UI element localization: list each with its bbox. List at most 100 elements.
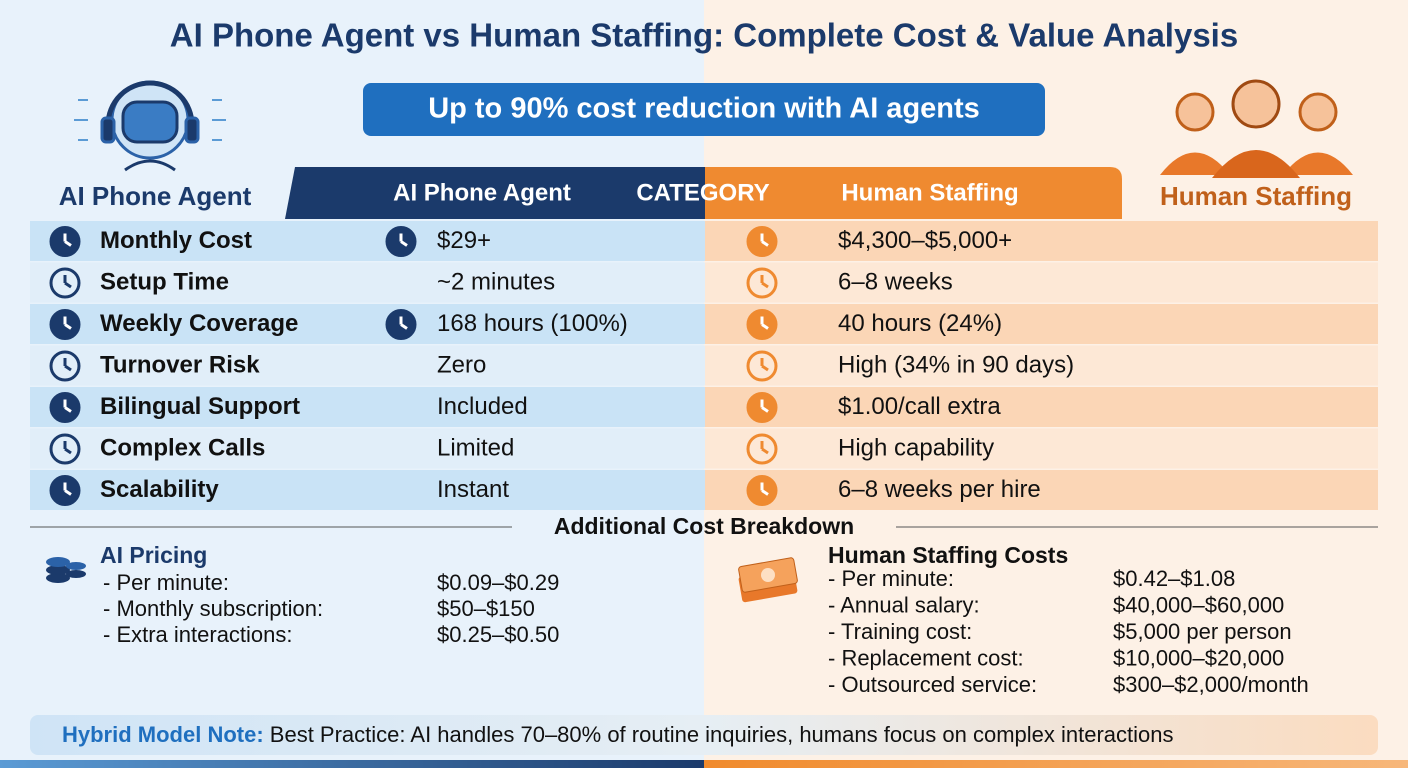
human-item-value: $5,000 per person (1113, 619, 1292, 644)
icon-stroke (64, 364, 72, 372)
icon-stroke (761, 281, 769, 289)
row-bg-ai (30, 428, 705, 469)
table-rows: Monthly Cost $29+ $4,300–$5,000+ Setup Time… (30, 221, 1378, 510)
column-header: AI Phone Agent (393, 179, 571, 206)
row-bg-ai (30, 387, 705, 427)
row-bg-human (705, 428, 1378, 469)
row-category: Bilingual Support (100, 393, 300, 420)
row-icon (49, 309, 81, 340)
icon-stroke (64, 489, 72, 496)
icon-stroke (761, 489, 769, 496)
human-item-label: - Replacement cost: (828, 645, 1024, 670)
row-bg-ai (30, 345, 705, 386)
header-right (705, 167, 1122, 219)
icon-circle (746, 267, 778, 299)
icon-stroke (64, 240, 72, 247)
row-bg-ai (30, 262, 705, 303)
human-item-value: $300–$2,000/month (1113, 672, 1309, 697)
icon-stroke (761, 406, 769, 413)
row-icon (49, 226, 81, 257)
human-item-value: $40,000–$60,000 (1113, 592, 1284, 617)
row-human-value: High (34% in 90 days) (838, 351, 1074, 378)
row-human-value: $4,300–$5,000+ (838, 227, 1012, 254)
ai-item-value: $0.09–$0.29 (437, 570, 559, 595)
row-category: Setup Time (100, 268, 229, 295)
column-header: Human Staffing (841, 179, 1018, 206)
banner: Up to 90% cost reduction with AI agents (428, 93, 980, 125)
ai-item-label: - Monthly subscription: (103, 596, 323, 621)
row-ai-value: $29+ (437, 227, 491, 254)
row-category: Monthly Cost (100, 227, 252, 254)
row-category: Scalability (100, 476, 219, 503)
row-human-value: 40 hours (24%) (838, 310, 1002, 337)
icon-circle (49, 267, 81, 299)
icon-stroke (64, 281, 72, 289)
icon-circle (49, 433, 81, 465)
human-item-label: - Training cost: (828, 619, 972, 644)
icon-stroke (761, 364, 769, 372)
ai-item-label: - Extra interactions: (103, 622, 293, 647)
header-left (285, 167, 705, 219)
row-ai-value: Instant (437, 476, 509, 503)
note-text: Best Practice: AI handles 70–80% of rout… (264, 722, 1174, 747)
row-icon (746, 226, 778, 257)
icon-stroke (761, 240, 769, 247)
row-bg-human (705, 262, 1378, 303)
breakdown-title: Additional Cost Breakdown (554, 513, 854, 539)
row-human-value: 6–8 weeks (838, 268, 953, 295)
row-bg-human (705, 470, 1378, 510)
breakdown-items: - Per minute: $0.09–$0.29 - Monthly subscr… (103, 566, 1309, 697)
row-bg-ai (30, 304, 705, 344)
row-icon (746, 309, 778, 340)
human-costs-title: Human Staffing Costs (828, 542, 1068, 568)
row-icon (746, 350, 778, 382)
row-human-value: $1.00/call extra (838, 393, 1001, 420)
ai-item-value: $50–$150 (437, 596, 535, 621)
ai-item-label: - Per minute: (103, 570, 229, 595)
row-ai-value: Zero (437, 351, 486, 378)
row-bg-ai (30, 470, 705, 510)
row-category: Complex Calls (100, 434, 265, 461)
coins-icon (46, 557, 86, 583)
robot-icon (74, 80, 226, 172)
cash-icon (738, 557, 798, 603)
row-icon (385, 226, 417, 257)
row-bg-human (705, 345, 1378, 386)
note: Hybrid Model Note: Best Practice: AI han… (62, 722, 1174, 747)
row-bg-human (705, 221, 1378, 261)
row-ai-value: 168 hours (100%) (437, 310, 628, 337)
row-ai-value: Limited (437, 434, 514, 461)
icon-circle (746, 433, 778, 465)
icon-stroke (400, 240, 408, 247)
banner-bg (363, 83, 1045, 136)
icon-stroke (64, 447, 72, 455)
note-label: Hybrid Model Note: (62, 722, 264, 747)
row-icon (385, 309, 417, 340)
row-category: Weekly Coverage (100, 310, 298, 337)
row-icon (746, 475, 778, 506)
row-icon (49, 475, 81, 506)
row-icon (746, 392, 778, 423)
row-bg-human (705, 387, 1378, 427)
icon-stroke (761, 323, 769, 330)
row-human-value: High capability (838, 434, 994, 461)
title: AI Phone Agent vs Human Staffing: Comple… (170, 17, 1238, 54)
human-item-label: - Annual salary: (828, 592, 980, 617)
row-icon (49, 350, 81, 382)
footer-strip (0, 760, 1408, 768)
row-icon (49, 433, 81, 465)
people-icon (1160, 79, 1353, 178)
row-icon (746, 267, 778, 299)
row-bg-human (705, 304, 1378, 344)
left-label: AI Phone Agent (59, 181, 252, 211)
row-icon (49, 267, 81, 299)
column-header: CATEGORY (636, 179, 769, 206)
icon-stroke (64, 323, 72, 330)
row-bg-ai (30, 221, 705, 261)
right-label: Human Staffing (1160, 181, 1352, 211)
row-ai-value: Included (437, 393, 528, 420)
ai-pricing-title: AI Pricing (100, 542, 207, 568)
icon-circle (746, 350, 778, 382)
